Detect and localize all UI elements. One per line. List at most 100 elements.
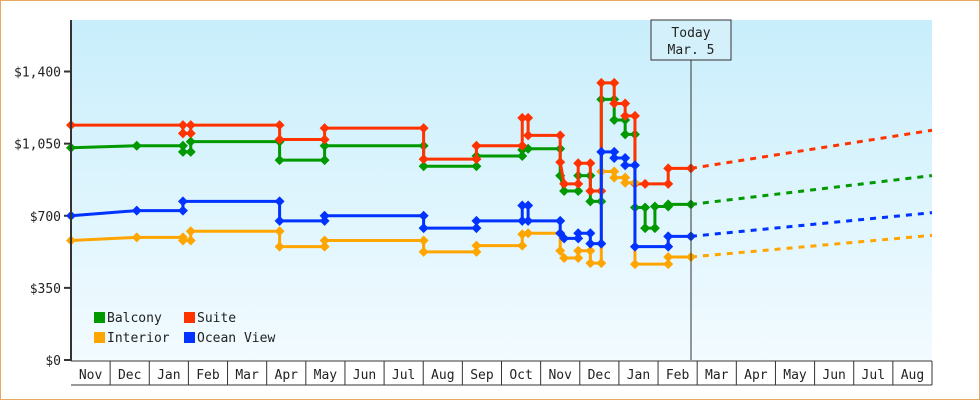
- forecast-line: [690, 233, 933, 259]
- data-point: [131, 232, 142, 243]
- data-point: [274, 196, 285, 207]
- data-point: [523, 130, 534, 141]
- data-point: [418, 223, 429, 234]
- data-point: [319, 140, 330, 151]
- data-point: [609, 172, 620, 183]
- data-point: [609, 153, 620, 164]
- data-point: [274, 120, 285, 131]
- data-point: [177, 205, 188, 216]
- data-point: [418, 246, 429, 257]
- month-label: Nov: [548, 368, 572, 383]
- data-point: [649, 223, 660, 234]
- month-label: Sep: [470, 368, 494, 383]
- data-point: [517, 200, 528, 211]
- today-box: [650, 19, 732, 61]
- data-point: [319, 134, 330, 145]
- data-point: [523, 215, 534, 226]
- month-label: Aug: [431, 368, 454, 383]
- data-point: [663, 163, 674, 174]
- data-point: [555, 215, 566, 226]
- data-point: [609, 146, 620, 157]
- data-point: [609, 98, 620, 109]
- data-point: [517, 215, 528, 226]
- y-tick-label: $700: [30, 210, 61, 225]
- data-point: [471, 140, 482, 151]
- legend-swatch: [184, 312, 195, 323]
- data-point: [559, 186, 570, 197]
- data-point: [185, 120, 196, 131]
- y-tick-label: $0: [45, 354, 61, 369]
- data-point: [418, 123, 429, 134]
- data-point: [596, 238, 607, 249]
- data-point: [523, 112, 534, 123]
- data-point: [471, 223, 482, 234]
- data-point: [559, 253, 570, 263]
- data-point: [555, 130, 566, 141]
- month-label: Mar: [705, 368, 729, 383]
- data-point: [555, 245, 566, 256]
- month-label: Aug: [901, 368, 924, 383]
- data-point: [319, 235, 330, 246]
- month-label: Feb: [666, 368, 690, 383]
- month-label: Dec: [588, 368, 611, 383]
- data-point: [319, 155, 330, 166]
- month-label: Oct: [509, 368, 532, 383]
- data-point: [663, 199, 674, 210]
- data-point: [471, 246, 482, 257]
- data-point: [629, 110, 640, 121]
- today-marker: Today Mar. 5: [650, 19, 732, 360]
- data-point: [629, 259, 640, 270]
- data-point: [319, 241, 330, 252]
- data-point: [585, 196, 596, 207]
- data-point: [517, 240, 528, 251]
- data-point: [596, 146, 607, 157]
- forecast-line: [690, 128, 933, 170]
- data-point: [274, 241, 285, 252]
- month-label: Dec: [118, 368, 141, 383]
- data-point: [517, 112, 528, 123]
- month-label: Jul: [392, 368, 415, 383]
- data-point: [274, 226, 285, 237]
- data-point: [649, 201, 660, 212]
- month-label: May: [314, 368, 338, 383]
- data-point: [585, 186, 596, 197]
- legend-label: Suite: [197, 311, 236, 326]
- series-suite: [66, 77, 933, 197]
- month-label: Nov: [79, 368, 103, 383]
- data-point: [517, 151, 528, 161]
- month-label: Jun: [353, 368, 376, 383]
- data-point: [471, 240, 482, 251]
- data-point: [131, 140, 142, 151]
- data-point: [274, 134, 285, 145]
- month-label: Apr: [275, 368, 299, 383]
- data-point: [620, 172, 631, 183]
- data-point: [523, 228, 534, 239]
- data-point: [620, 98, 631, 109]
- legend: Balcony Suite Interior Ocean View: [94, 311, 275, 346]
- data-point: [629, 241, 640, 252]
- today-label: Today: [671, 26, 710, 41]
- data-point: [471, 161, 482, 172]
- data-point: [177, 120, 188, 131]
- forecast-line: [690, 174, 933, 206]
- y-tick-label: $1,400: [14, 66, 61, 81]
- data-point: [663, 251, 674, 262]
- data-point: [177, 140, 188, 151]
- data-point: [418, 161, 429, 172]
- data-point: [596, 258, 607, 269]
- data-point: [319, 215, 330, 226]
- data-point: [517, 140, 528, 151]
- data-point: [185, 146, 196, 157]
- series-balcony: [66, 94, 933, 234]
- data-point: [319, 210, 330, 221]
- data-point: [559, 178, 570, 189]
- data-point: [185, 235, 196, 246]
- today-date: Mar. 5: [668, 43, 715, 58]
- series-ocean-view: [66, 146, 933, 252]
- y-tick-label: $350: [30, 282, 61, 297]
- plot-background: [71, 20, 932, 360]
- y-tick-label: $1,050: [14, 138, 61, 153]
- data-point: [177, 128, 188, 139]
